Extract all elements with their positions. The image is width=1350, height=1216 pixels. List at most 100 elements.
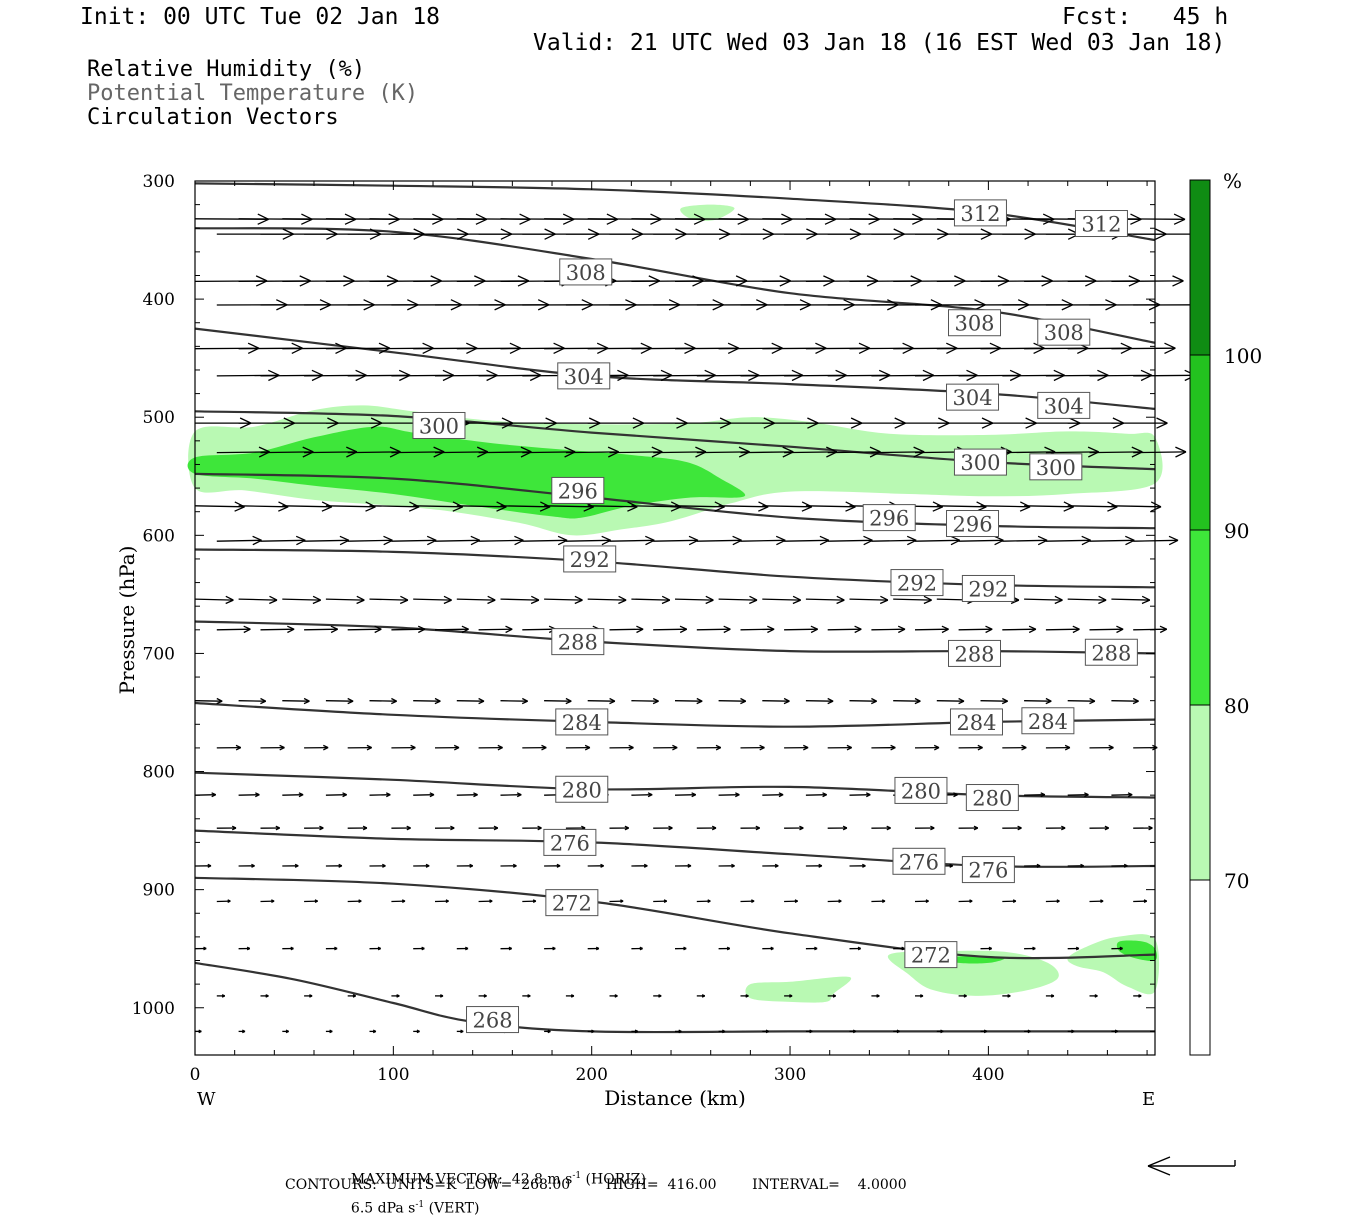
- colorbar-unit: %: [1223, 169, 1242, 193]
- wind-vector: [457, 1030, 463, 1033]
- wind-vector: [348, 745, 372, 750]
- svg-text:308: 308: [954, 312, 994, 336]
- svg-text:284: 284: [956, 711, 996, 735]
- wind-vector: [697, 995, 705, 998]
- svg-text:280: 280: [562, 778, 602, 802]
- wind-vector: [326, 502, 376, 511]
- svg-text:312: 312: [1081, 213, 1121, 237]
- wind-vector: [457, 864, 473, 867]
- contour-label-272-1: 272: [905, 942, 957, 968]
- y-axis-title: Pressure (hPa): [115, 546, 139, 695]
- wind-vector: [501, 699, 528, 704]
- wind-vector: [1002, 995, 1010, 998]
- contour-label-272-0: 272: [546, 890, 598, 916]
- svg-text:292: 292: [968, 577, 1008, 601]
- wind-vector: [741, 626, 775, 632]
- wind-vector: [653, 995, 661, 998]
- wind-vector: [828, 626, 862, 632]
- colorbar-segment-4: [1190, 180, 1210, 355]
- wind-vector: [479, 826, 498, 830]
- wind-vector: [413, 699, 440, 704]
- y-tick-label-900: 900: [143, 881, 175, 901]
- wind-vector: [261, 995, 269, 998]
- wind-vector: [741, 536, 786, 544]
- wind-vector: [435, 745, 459, 750]
- wind-vector: [588, 699, 615, 704]
- wind-vector: [741, 900, 755, 903]
- wind-vector: [1090, 745, 1114, 750]
- wind-vector: [304, 745, 328, 750]
- svg-text:292: 292: [897, 572, 937, 596]
- wind-vector: [522, 626, 556, 632]
- wind-vector: [610, 826, 629, 830]
- wind-vector: [326, 793, 347, 797]
- contour-label-300-2: 300: [1030, 454, 1082, 480]
- wind-vector: [762, 502, 812, 511]
- wind-vector: [239, 793, 260, 797]
- wind-vector: [413, 793, 434, 797]
- wind-vector: [195, 596, 233, 603]
- wind-vector: [915, 626, 949, 632]
- contour-label-288-1: 288: [949, 640, 1001, 666]
- svg-text:276: 276: [550, 831, 590, 855]
- wind-vector: [1111, 418, 1167, 428]
- x-tick-label-400: 400: [972, 1065, 1004, 1085]
- wind-vector: [959, 536, 1004, 544]
- contour-label-308-1: 308: [949, 310, 1001, 336]
- colorbar-segment-2: [1190, 530, 1210, 705]
- wind-vector: [239, 596, 277, 603]
- svg-text:284: 284: [1028, 710, 1068, 734]
- wind-vector: [413, 864, 429, 867]
- wind-vector: [1090, 826, 1109, 830]
- rh-fill-layer: [188, 205, 1163, 1003]
- svg-text:272: 272: [911, 944, 951, 968]
- y-tick-label-500: 500: [143, 408, 175, 428]
- wind-vector: [871, 745, 895, 750]
- wind-vector: [915, 900, 929, 903]
- colorbar-label-90: 90: [1224, 519, 1249, 543]
- wind-vector: [588, 947, 599, 950]
- wind-vector: [828, 536, 873, 544]
- wind-vector: [653, 745, 677, 750]
- wind-vector: [282, 596, 320, 603]
- colorbar-segment-1: [1190, 705, 1210, 880]
- wind-vector: [1133, 900, 1147, 903]
- svg-text:284: 284: [562, 711, 602, 735]
- wind-vector: [391, 826, 410, 830]
- theta-contour-272: [195, 878, 1155, 958]
- wind-vector: [631, 947, 642, 950]
- contours-info: CONTOURS: UNITS=K LOW= 268.00 HIGH= 416.…: [285, 1178, 907, 1192]
- contour-label-312-0: 312: [954, 200, 1006, 226]
- wind-vector: [1090, 995, 1098, 998]
- wind-vector: [348, 900, 362, 903]
- wind-vector: [479, 536, 524, 544]
- wind-vector: [697, 900, 711, 903]
- contour-label-292-1: 292: [891, 570, 943, 596]
- svg-text:276: 276: [968, 859, 1008, 883]
- wind-vector: [588, 864, 604, 867]
- wind-vector: [326, 864, 342, 867]
- wind-vector: [871, 626, 905, 632]
- wind-vector: [501, 596, 539, 603]
- wind-vector: [610, 626, 644, 632]
- wind-vector: [915, 826, 934, 830]
- wind-vector: [282, 947, 293, 950]
- wind-vector: [261, 900, 275, 903]
- wind-vector: [850, 793, 871, 797]
- contour-label-276-2: 276: [962, 857, 1014, 883]
- wind-vector: [1068, 502, 1118, 511]
- wind-vector: [501, 864, 517, 867]
- contour-label-280-2: 280: [966, 785, 1018, 811]
- wind-vector: [1046, 536, 1091, 544]
- svg-text:308: 308: [1044, 321, 1084, 345]
- svg-text:304: 304: [564, 365, 604, 389]
- theta-contour-304: [195, 329, 1155, 409]
- wind-vector: [762, 793, 783, 797]
- wind-vector: [282, 502, 332, 511]
- wind-vector: [522, 826, 541, 830]
- wind-vector: [326, 1030, 332, 1033]
- wind-vector: [217, 626, 251, 632]
- wind-vector: [501, 947, 512, 950]
- wind-vector: [195, 502, 245, 511]
- wind-vector: [217, 536, 262, 544]
